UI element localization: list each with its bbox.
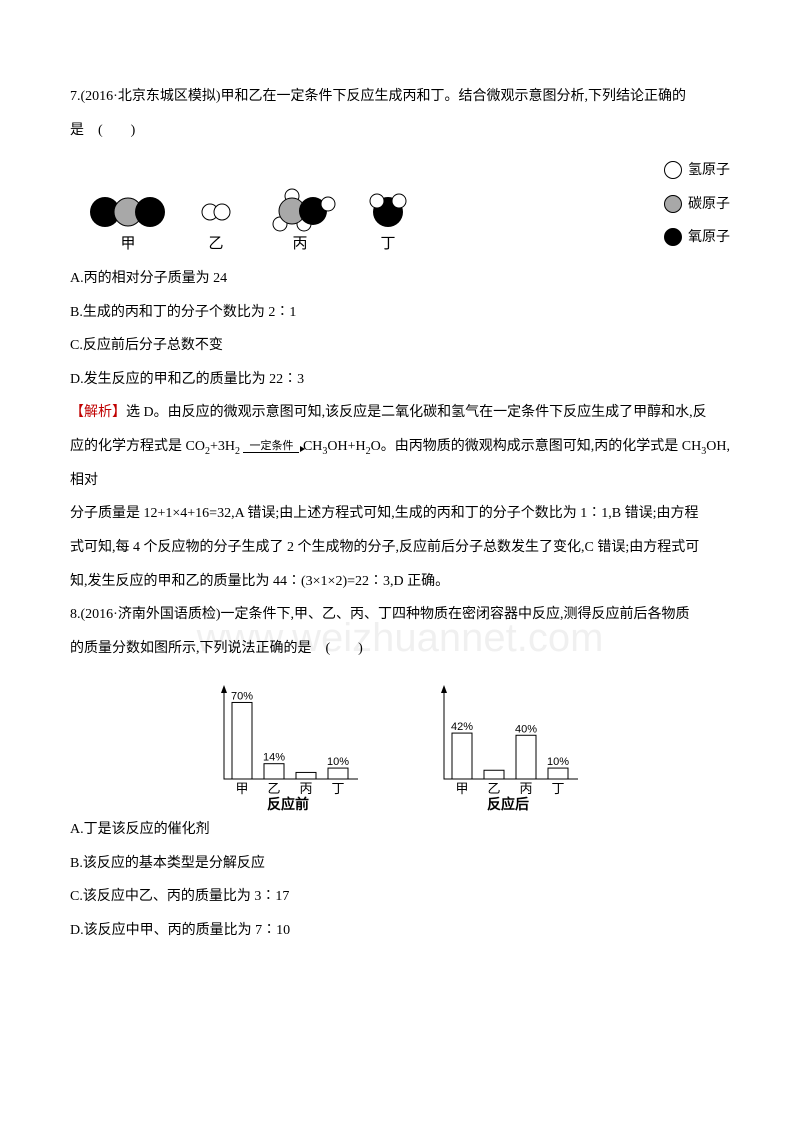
svg-text:丁: 丁 [551, 781, 564, 796]
legend-h: 氢原子 [688, 153, 730, 187]
q7-answer-line3: 分子质量是 12+1×4+16=32,A 错误;由上述方程式可知,生成的丙和丁的… [70, 497, 730, 531]
c-atom-icon [664, 195, 682, 213]
svg-text:70%: 70% [231, 691, 253, 703]
svg-text:40%: 40% [515, 724, 537, 736]
svg-text:10%: 10% [327, 756, 349, 768]
q8-stem-line1: 8.(2016·济南外国语质检)一定条件下,甲、乙、丙、丁四种物质在密闭容器中反… [70, 598, 730, 632]
chart-before: 70% 甲 14% 乙 丙 10% 丁反应前 [210, 671, 370, 811]
q8-option-d: D.该反应中甲、丙的质量比为 7∶10 [70, 914, 730, 948]
molecule-yi: 乙 [202, 204, 230, 252]
h-atom-icon [664, 161, 682, 179]
molecule-bing: 丙 [273, 189, 335, 252]
q8-option-c: C.该反应中乙、丙的质量比为 3∶17 [70, 880, 730, 914]
q8-option-a: A.丁是该反应的催化剂 [70, 813, 730, 847]
q8-charts: 70% 甲 14% 乙 丙 10% 丁反应前 42% 甲 乙 40% 丙 10% 丁反应后 [70, 671, 730, 811]
svg-text:42%: 42% [451, 721, 473, 733]
q7-answer-line4: 式可知,每 4 个反应物的分子生成了 2 个生成物的分子,反应前后分子总数发生了… [70, 531, 730, 565]
legend-o: 氧原子 [688, 220, 730, 254]
molecule-jia: 甲 [90, 197, 165, 252]
label-yi: 乙 [208, 236, 223, 252]
svg-text:反应前: 反应前 [267, 796, 309, 811]
molecule-row-svg: 甲 乙 丙 [70, 180, 450, 260]
label-bing: 丙 [292, 236, 307, 252]
q7-option-a: A.丙的相对分子质量为 24 [70, 262, 730, 296]
svg-text:反应后: 反应后 [487, 796, 529, 811]
q7-option-b: B.生成的丙和丁的分子个数比为 2∶1 [70, 296, 730, 330]
chart-after: 42% 甲 乙 40% 丙 10% 丁反应后 [430, 671, 590, 811]
svg-text:甲: 甲 [455, 781, 468, 796]
legend-c: 碳原子 [688, 187, 730, 221]
reaction-condition: 一定条件 [243, 441, 299, 453]
q7-figure: 甲 乙 丙 [70, 153, 730, 260]
svg-text:10%: 10% [547, 756, 569, 768]
q7-option-d: D.发生反应的甲和乙的质量比为 22∶3 [70, 363, 730, 397]
o-atom-icon [664, 228, 682, 246]
svg-text:14%: 14% [263, 752, 285, 764]
figure-legend: 氢原子 碳原子 氧原子 [664, 153, 730, 260]
q8-option-b: B.该反应的基本类型是分解反应 [70, 847, 730, 881]
label-jia: 甲 [120, 236, 135, 252]
svg-text:乙: 乙 [267, 781, 280, 796]
q7-answer-line5: 知,发生反应的甲和乙的质量比为 44∶(3×1×2)=22∶3,D 正确。 [70, 565, 730, 599]
svg-text:丙: 丙 [299, 781, 312, 796]
q7-stem-line1: 7.(2016·北京东城区模拟)甲和乙在一定条件下反应生成丙和丁。结合微观示意图… [70, 80, 730, 114]
q8-stem-line2: 的质量分数如图所示,下列说法正确的是 ( ) [70, 632, 730, 666]
q7-option-c: C.反应前后分子总数不变 [70, 329, 730, 363]
label-ding: 丁 [380, 236, 395, 252]
q7-answer-line2: 应的化学方程式是 CO2+3H2 一定条件 CH3OH+H2O。由丙物质的微观构… [70, 430, 730, 497]
molecule-ding: 丁 [370, 194, 406, 252]
answer-tag: 【解析】 [70, 405, 126, 420]
q7-answer-line1: 【解析】选 D。由反应的微观示意图可知,该反应是二氧化碳和氢气在一定条件下反应生… [70, 396, 730, 430]
svg-text:乙: 乙 [487, 781, 500, 796]
svg-text:丙: 丙 [519, 781, 532, 796]
q7-stem-line2: 是 ( ) [70, 114, 730, 148]
svg-text:丁: 丁 [331, 781, 344, 796]
svg-text:甲: 甲 [235, 781, 248, 796]
